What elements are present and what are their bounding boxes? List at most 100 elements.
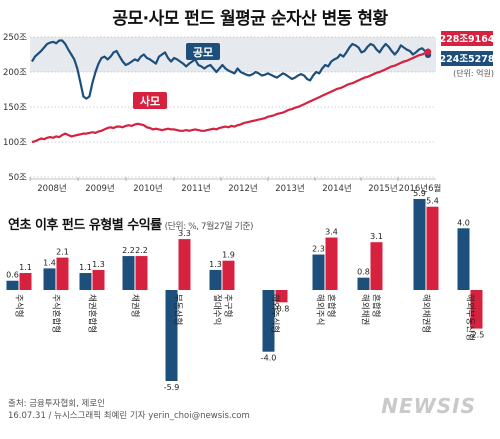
- bar-value-label: 5.9: [413, 189, 426, 198]
- series-line-private: [31, 50, 429, 144]
- source-text: 출처: 금융투자협회, 제로인: [8, 399, 105, 409]
- category-label: 주식혼합형: [51, 294, 62, 333]
- bar-value-label: 1.1: [79, 263, 92, 272]
- bar-value-label: 0.8: [357, 268, 370, 277]
- bar-a: [312, 254, 325, 290]
- bar-b: [275, 290, 288, 303]
- x-tick-label: 2013년: [275, 183, 304, 194]
- series-name-private: 사모: [140, 94, 160, 108]
- bar-b: [370, 242, 383, 290]
- bar-a: [122, 256, 135, 290]
- end-label-public-text: 224조5278: [439, 54, 494, 65]
- bar-value-label: 4.0: [457, 218, 470, 227]
- bar-b: [470, 290, 483, 329]
- category-label: 추구형: [223, 294, 233, 317]
- bar-value-label: 2.1: [56, 248, 69, 257]
- bar-chart-title-text: 연초 이후 펀드 유형별 수익률: [8, 218, 162, 233]
- source-credit: 출처: 금융투자협회, 제로인 16.07.31 / 뉴시스그래픽 최예린 기자…: [8, 398, 250, 422]
- bar-value-label: 2.2: [122, 246, 135, 255]
- category-label: 채권혼합형: [87, 294, 98, 333]
- x-tick-label: 2016년6월: [399, 183, 442, 194]
- bar-b: [92, 269, 105, 290]
- category-label-group: 채권혼합형: [87, 294, 98, 333]
- credit-text: 16.07.31 / 뉴시스그래픽 최예린 기자 yerin_choi@news…: [8, 411, 250, 421]
- category-label-group: 부동산형: [173, 294, 184, 325]
- category-label: 해외채권: [360, 294, 371, 325]
- bar-value-label: -0.8: [274, 304, 290, 313]
- bar-b: [178, 239, 191, 290]
- bar-b: [56, 257, 69, 290]
- category-label-group: 해외채권 혼합형: [360, 294, 382, 325]
- bar-value-label: 2.2: [135, 246, 148, 255]
- bar-value-label: -5.9: [164, 383, 180, 392]
- bar-chart-title: 연초 이후 펀드 유형별 수익률 (단위: %, 7월27일 기준): [8, 214, 254, 233]
- bar-b: [222, 260, 235, 290]
- bar-value-label: 2.3: [312, 245, 325, 254]
- chart-title: 공모·사모 펀드 월평균 순자산 변동 현황: [112, 9, 388, 29]
- category-label-group: 해외부동산형: [465, 294, 476, 341]
- series-end-point: [424, 48, 432, 55]
- x-tick-label: 2008년: [37, 183, 66, 194]
- category-label: 혼합형: [371, 294, 382, 317]
- bar-value-label: 1.1: [19, 263, 32, 272]
- line-chart: 250조 200조 150조 100조 50조 2008년 2009년 2010년 2011년 2…: [3, 31, 495, 194]
- x-tick-label: 2011년: [181, 183, 210, 194]
- bar-chart-unit: (단위: %, 7월27일 기준): [164, 222, 254, 232]
- bar-a: [79, 273, 92, 290]
- series-line-public: [31, 39, 429, 100]
- bar-value-label: -4.0: [261, 354, 277, 363]
- bar-b: [135, 256, 148, 290]
- bar-a: [165, 290, 178, 381]
- bar-value-label: -2.5: [469, 331, 485, 340]
- series-badge-public: 공모: [186, 43, 220, 60]
- x-tick-label: 2009년: [85, 183, 114, 194]
- bar-value-label: 1.4: [43, 258, 56, 267]
- bar-value-label: 1.3: [209, 260, 222, 269]
- y-tick-label: 50조: [8, 173, 27, 183]
- bar-a: [413, 199, 426, 290]
- category-label-group: 절대수익 추구형: [212, 294, 233, 325]
- x-tick-label: 2012년: [228, 183, 257, 194]
- x-tick-label: 2014년: [322, 183, 351, 194]
- x-tick-label: 2015년: [368, 183, 397, 194]
- category-label: 해외주식형: [270, 294, 281, 333]
- category-label: 부동산형: [173, 294, 184, 325]
- category-label-group: 해외주식 혼합형: [315, 294, 337, 325]
- category-label: 혼합형: [326, 294, 337, 317]
- category-label-group: 주식형: [14, 294, 24, 317]
- category-label: 해외채권형: [421, 294, 432, 333]
- bar-b: [19, 273, 32, 290]
- end-label-private: 228조9164: [439, 31, 495, 46]
- bar-a: [6, 280, 19, 290]
- newsis-logo: NEWSIS: [381, 394, 476, 418]
- bar-value-label: 3.4: [325, 228, 338, 237]
- y-tick-label: 100조: [3, 138, 27, 148]
- bar-value-label: 5.4: [426, 197, 439, 206]
- category-label: 절대수익: [212, 294, 223, 325]
- bar-a: [457, 228, 470, 290]
- bar-value-label: 1.9: [222, 251, 235, 260]
- bar-a: [357, 277, 370, 290]
- bar-a: [43, 268, 56, 290]
- bar-value-label: 3.3: [178, 229, 191, 238]
- y-tick-label: 150조: [3, 103, 27, 113]
- y-tick-label: 200조: [3, 68, 27, 78]
- category-label-group: 해외채권형: [421, 294, 432, 333]
- series-badge-private: 사모: [133, 92, 167, 109]
- bar-b: [426, 206, 439, 290]
- category-label-group: 주식혼합형: [51, 294, 62, 333]
- bar-b: [325, 237, 338, 290]
- category-label-group: 채권형: [130, 294, 141, 317]
- series-name-public: 공모: [193, 46, 213, 59]
- bar-a: [262, 290, 275, 352]
- bar-a: [209, 269, 222, 290]
- bar-value-label: 0.6: [6, 271, 19, 280]
- x-tick-label: 2010년: [133, 183, 162, 194]
- category-label: 해외주식: [315, 294, 326, 325]
- category-label: 해외부동산형: [465, 294, 476, 341]
- category-label: 채권형: [130, 294, 141, 317]
- end-label-private-text: 228조9164: [439, 34, 494, 45]
- bar-value-label: 3.1: [370, 232, 383, 241]
- unit-label: (단위: 억원): [453, 68, 494, 78]
- y-tick-label: 250조: [3, 33, 27, 43]
